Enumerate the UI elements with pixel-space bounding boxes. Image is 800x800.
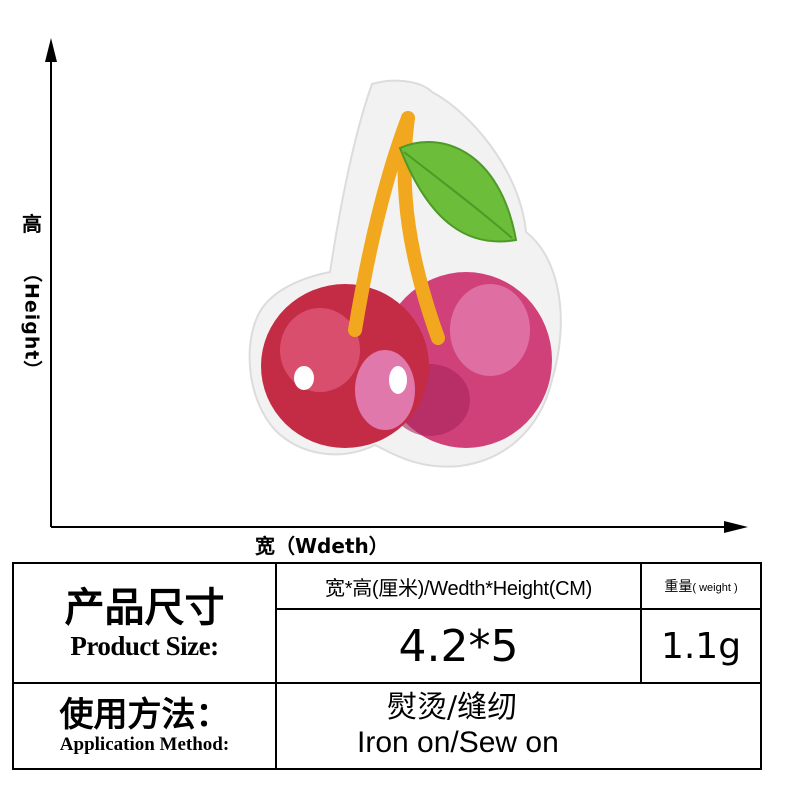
- size-value: 4.2*5: [398, 620, 519, 672]
- height-label-en: （Height）: [20, 263, 43, 381]
- leaf-vein: [403, 151, 513, 239]
- spec-table: 产品尺寸 Product Size: 宽*高(厘米)/Wedth*Height(…: [12, 562, 762, 770]
- left-cherry-pink-overlay: [355, 350, 415, 430]
- size-value-cell: 4.2*5: [275, 608, 642, 684]
- cherry-patch-image: [248, 79, 562, 468]
- center-glare: [389, 366, 407, 394]
- weight-value-cell: 1.1g: [640, 608, 762, 684]
- weight-header-cn: 重量: [664, 578, 693, 594]
- height-label-cn: 高: [22, 212, 42, 236]
- application-cn: 使用方法：: [59, 695, 230, 735]
- method-cell: 熨烫/缝纫 Iron on/Sew on: [275, 682, 762, 770]
- right-cherry-highlight: [450, 284, 530, 376]
- width-axis-arrow: [724, 521, 748, 533]
- method-cn: 熨烫/缝纫: [387, 690, 518, 725]
- size-header: 宽*高(厘米)/Wedth*Height(CM): [325, 577, 592, 600]
- dimension-diagram: [45, 38, 748, 533]
- product-size-cn: 产品尺寸: [64, 583, 225, 631]
- left-cherry-highlight: [280, 308, 360, 392]
- width-axis-label: 宽（Wdeth）: [255, 534, 389, 558]
- size-header-cell: 宽*高(厘米)/Wedth*Height(CM): [275, 562, 642, 610]
- weight-header-cell: 重量( weight ): [640, 562, 762, 610]
- method-en: Iron on/Sew on: [357, 726, 559, 759]
- application-en: Application Method:: [59, 734, 230, 755]
- height-axis-arrow: [45, 38, 57, 62]
- left-cherry-glare: [294, 366, 314, 390]
- product-size-en: Product Size:: [70, 630, 219, 661]
- application-label-cell: 使用方法： Application Method:: [12, 682, 277, 770]
- weight-value: 1.1g: [660, 625, 742, 667]
- product-size-label-cell: 产品尺寸 Product Size:: [12, 562, 277, 684]
- height-axis-label: 高 （Height）: [16, 208, 48, 381]
- weight-header: 重量( weight ): [664, 578, 737, 594]
- weight-header-en: ( weight ): [692, 582, 738, 594]
